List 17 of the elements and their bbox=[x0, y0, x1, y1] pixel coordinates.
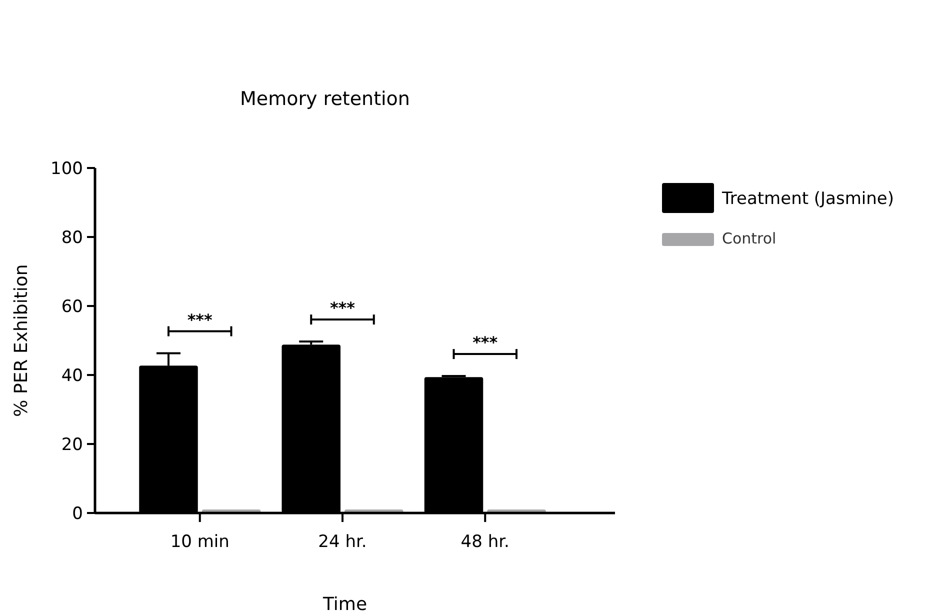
y-tick-label: 60 bbox=[61, 296, 83, 317]
annotation: *** bbox=[472, 333, 498, 352]
y-tick-label: 100 bbox=[50, 158, 83, 179]
annotation: *** bbox=[187, 310, 214, 330]
x-tick-label: 24 hr. bbox=[318, 532, 367, 552]
x-tick-label: 48 hr. bbox=[460, 532, 510, 552]
chart-title: Memory retention bbox=[240, 88, 410, 110]
annotation: *** bbox=[330, 298, 356, 318]
y-tick-label: 80 bbox=[61, 228, 83, 248]
legend-label: Control bbox=[722, 229, 776, 248]
legend-label: Treatment (Jasmine) bbox=[721, 188, 894, 209]
y-axis-title: % PER Exhibition bbox=[11, 264, 32, 417]
x-tick-label: 10 min bbox=[170, 532, 230, 552]
x-axis-title: Time bbox=[322, 594, 368, 613]
y-tick-label: 0 bbox=[72, 504, 83, 524]
y-tick-label: 20 bbox=[61, 434, 83, 455]
y-tick-label: 40 bbox=[61, 366, 83, 386]
